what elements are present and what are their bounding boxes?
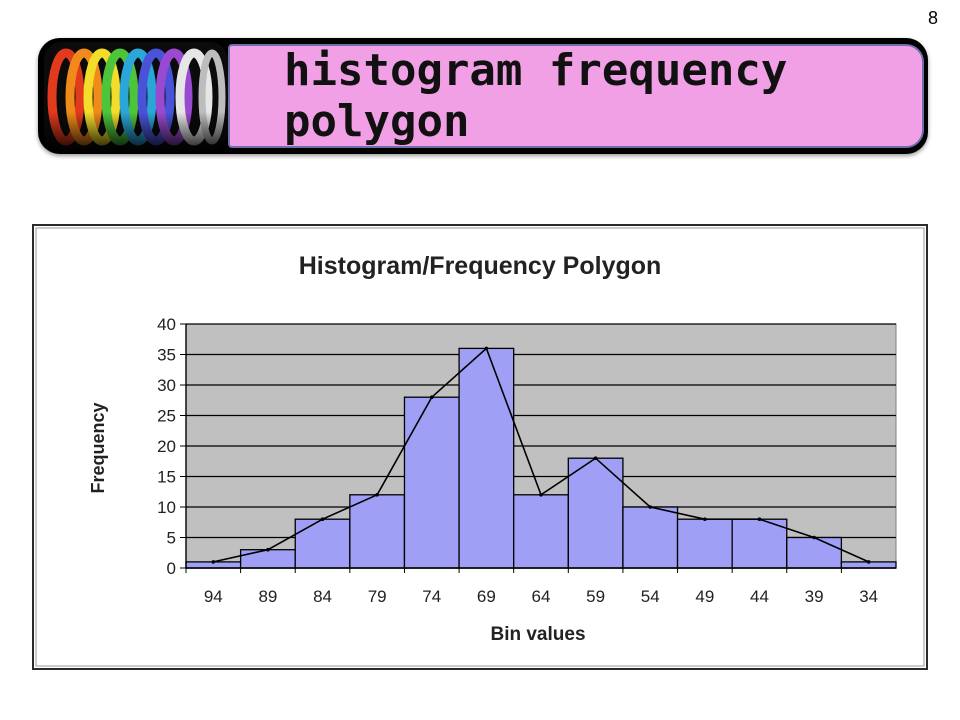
x-tick-label: 64 [532, 587, 551, 606]
y-tick-label: 20 [157, 437, 176, 456]
slide-number: 8 [927, 8, 938, 28]
x-tick-label: 54 [641, 587, 660, 606]
polygon-point [484, 346, 489, 351]
polygon-point [320, 517, 325, 521]
x-tick-label: 69 [477, 587, 496, 606]
polygon-point [375, 493, 379, 497]
x-tick-label: 74 [422, 587, 441, 606]
y-tick-label: 25 [157, 407, 176, 426]
polygon-point [593, 456, 598, 460]
histogram-bar [403, 396, 460, 569]
polygon-point [703, 517, 707, 521]
y-tick-label: 0 [167, 559, 176, 578]
y-tick-label: 35 [157, 346, 176, 365]
title-banner: histogram frequency polygon [38, 38, 928, 154]
slide-title: histogram frequency polygon [284, 45, 788, 147]
histogram-bar [239, 549, 296, 569]
chart-frame: Histogram/Frequency Polygon Bin values F… [32, 224, 928, 670]
histogram-bar [458, 347, 515, 569]
histogram-bar [622, 506, 679, 569]
x-axis-label: Bin values [490, 624, 585, 645]
polygon-point [648, 505, 653, 509]
y-tick-label: 40 [157, 315, 176, 334]
histogram-bar [513, 494, 569, 569]
histogram-bar [349, 494, 406, 569]
y-tick-label: 5 [167, 529, 176, 548]
polygon-point [866, 560, 871, 564]
y-axis-label: Frequency [88, 402, 108, 493]
x-tick-label: 84 [313, 587, 332, 606]
histogram-bar [676, 518, 733, 569]
y-tick-label: 10 [157, 498, 176, 517]
chart-title: Histogram/Frequency Polygon [299, 252, 662, 280]
y-tick-label: 30 [157, 376, 176, 395]
x-tick-label: 89 [258, 587, 277, 606]
x-tick-label: 44 [750, 587, 769, 606]
x-tick-label: 49 [695, 587, 714, 606]
x-tick-label: 39 [805, 587, 824, 606]
histogram-bar [294, 518, 351, 569]
polygon-point [266, 547, 270, 552]
polygon-point [539, 493, 543, 497]
x-tick-label: 59 [586, 587, 605, 606]
polygon-point [757, 517, 762, 521]
histogram-bar [731, 518, 788, 569]
x-tick-label: 94 [204, 587, 223, 606]
x-tick-label: 79 [368, 587, 387, 606]
title-bar: histogram frequency polygon [228, 44, 924, 148]
histogram-bar [786, 536, 843, 569]
polygon-point [429, 395, 434, 399]
polygon-point [211, 560, 216, 564]
polygon-point [812, 535, 816, 540]
y-tick-label: 15 [157, 468, 176, 487]
histogram-chart: Histogram/Frequency Polygon Bin values F… [35, 227, 925, 667]
rainbow-rings-logo [44, 42, 228, 150]
x-tick-label: 34 [859, 587, 878, 606]
